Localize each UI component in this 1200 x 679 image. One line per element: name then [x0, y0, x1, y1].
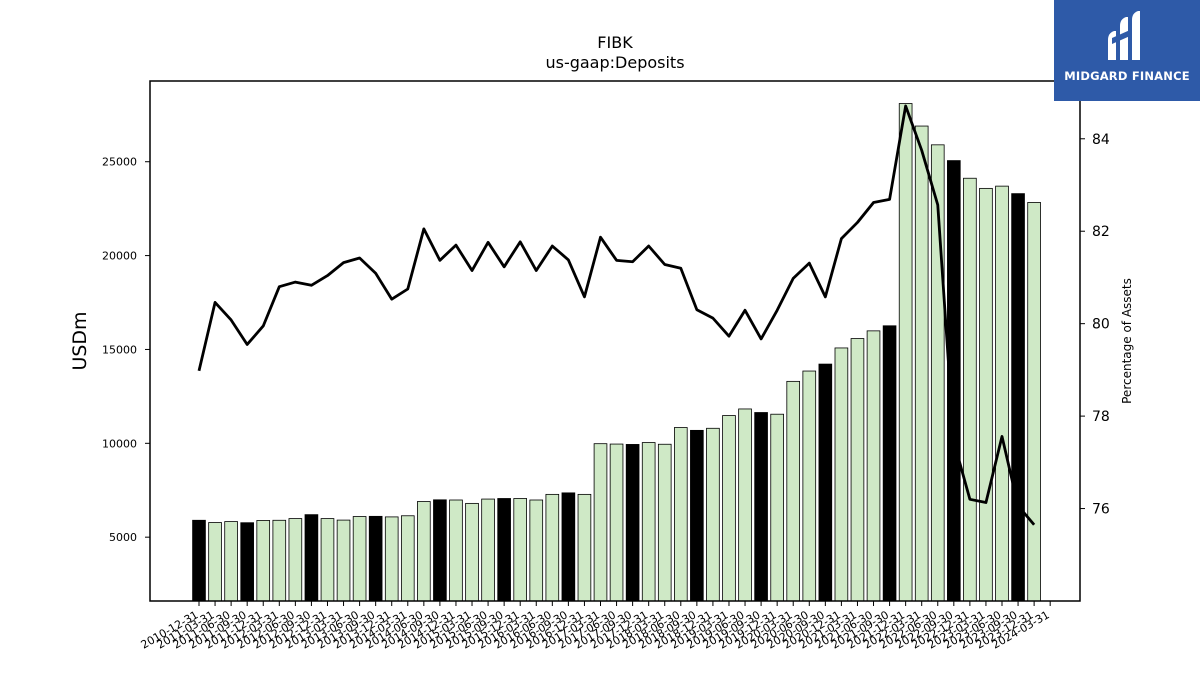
bar-2015-03-31 — [465, 502, 479, 602]
bar-2020-03-31 — [786, 380, 801, 602]
bar-2019-09-30 — [754, 412, 768, 602]
bar-2017-12-31 — [641, 442, 656, 602]
bar-2019-03-31 — [722, 415, 736, 602]
bar-2011-03-31 — [208, 522, 222, 602]
chart-title: FIBK — [597, 33, 633, 52]
plot-frame — [149, 80, 1081, 602]
bar-2020-09-30 — [818, 363, 833, 602]
y-tick-label: 10000 — [102, 437, 137, 450]
y2-tick-label: 82 — [1092, 224, 1110, 240]
bar-2011-09-30 — [240, 522, 254, 602]
bar-2017-09-30 — [625, 444, 640, 602]
y-tick-label: 20000 — [102, 250, 137, 263]
bar-2012-12-31 — [320, 518, 335, 602]
bar-2021-03-31 — [850, 338, 865, 602]
y2-tick-label: 84 — [1092, 132, 1110, 148]
bar-2014-09-30 — [433, 499, 447, 602]
bar-2017-06-30 — [609, 443, 624, 602]
bar-2015-12-31 — [513, 498, 527, 602]
brand-logo: MIDGARD FINANCE — [1054, 0, 1200, 101]
bar-2011-12-31 — [256, 520, 271, 602]
bar-2020-12-31 — [834, 347, 849, 602]
bar-2012-03-31 — [272, 519, 287, 602]
bar-2013-03-31 — [336, 519, 351, 602]
bar-2018-06-30 — [674, 427, 688, 602]
bar-2021-12-31 — [898, 103, 913, 602]
bar-2015-09-30 — [497, 498, 511, 602]
bar-2019-12-31 — [770, 413, 784, 602]
y2-tick-label: 76 — [1092, 502, 1110, 518]
bar-2019-06-30 — [738, 408, 752, 602]
bar-2018-09-30 — [690, 429, 704, 602]
bar-2016-12-31 — [577, 493, 592, 602]
y2-axis-label: Percentage of Assets — [1120, 278, 1134, 404]
y-tick-label: 15000 — [102, 343, 137, 356]
bar-2016-06-30 — [545, 493, 560, 602]
bar-2012-09-30 — [304, 514, 319, 602]
y2-tick-label: 78 — [1092, 409, 1110, 425]
bar-2015-06-30 — [481, 498, 495, 602]
bar-2011-06-30 — [224, 521, 238, 602]
axes-layer: 50001000015000200002500076788082842010-1… — [102, 80, 1110, 652]
y-axis-label: USDm — [69, 311, 91, 370]
chart-subtitle: us-gaap:Deposits — [545, 53, 684, 72]
bar-2021-09-30 — [882, 325, 897, 602]
bar-2017-03-31 — [593, 443, 608, 602]
bar-2023-03-31 — [979, 187, 993, 602]
brand-logo-text: MIDGARD FINANCE — [1064, 69, 1190, 83]
bar-2020-06-30 — [802, 370, 817, 602]
percentage-of-assets-line — [197, 104, 1036, 526]
bar-2014-06-30 — [417, 501, 431, 602]
bar-2013-06-30 — [352, 516, 367, 602]
y-tick-label: 25000 — [102, 156, 137, 169]
bar-2016-09-30 — [561, 492, 576, 602]
bar-2022-12-31 — [963, 177, 977, 602]
bar-2023-06-30 — [995, 185, 1009, 602]
y2-tick-label: 80 — [1092, 317, 1110, 333]
y-tick-label: 5000 — [109, 531, 137, 544]
bar-2014-03-31 — [400, 515, 415, 602]
bar-2022-03-31 — [914, 125, 929, 602]
bar-2012-06-30 — [288, 518, 303, 602]
midgard-m-logo-icon — [1108, 11, 1140, 60]
bars-layer — [192, 103, 1041, 602]
bar-2023-09-30 — [1011, 193, 1025, 602]
line-layer — [197, 104, 1036, 526]
bar-2016-03-31 — [529, 499, 544, 602]
bar-2010-12-31 — [192, 519, 206, 602]
bar-2021-06-30 — [866, 330, 881, 602]
bar-2013-09-30 — [368, 515, 383, 602]
bar-2014-12-31 — [449, 499, 463, 602]
bar-2018-12-31 — [706, 427, 720, 602]
bar-2013-12-31 — [384, 516, 399, 602]
bar-2023-12-31 — [1027, 202, 1041, 602]
bar-2018-03-31 — [657, 443, 672, 602]
